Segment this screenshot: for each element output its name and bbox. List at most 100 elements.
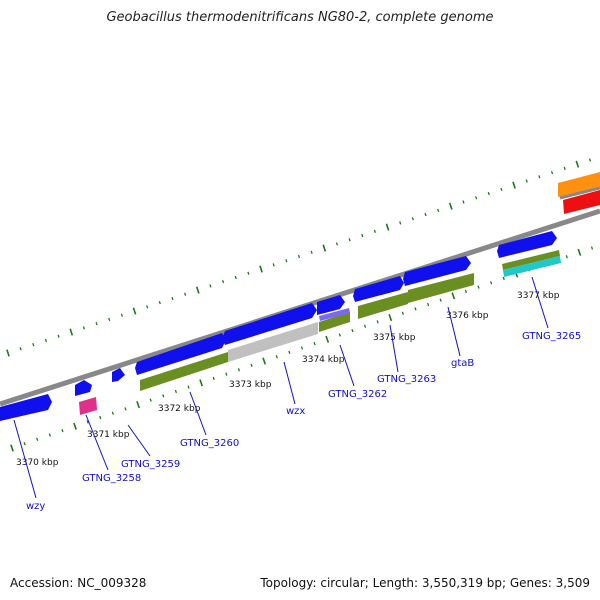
tick-mark: [73, 422, 77, 430]
tick-mark: [439, 298, 442, 302]
tick-mark: [82, 326, 86, 330]
backbone-right-segment: [559, 186, 600, 200]
tick-mark: [247, 271, 250, 275]
lower-tick-ruler: [10, 246, 594, 452]
gene-label-gtaB: gtaB: [451, 358, 474, 369]
tick-mark: [500, 187, 503, 191]
tick-mark: [388, 313, 393, 322]
tick-mark: [149, 398, 152, 402]
cds-strip-cyan: [503, 256, 561, 277]
tick-mark: [451, 292, 456, 300]
tick-mark: [209, 284, 212, 288]
gene-label-GTNG_3260: GTNG_3260: [180, 438, 239, 449]
gene-gtaB[interactable]: [403, 256, 471, 286]
tick-mark: [462, 200, 465, 204]
tick-label-3373: 3373 kbp: [229, 380, 272, 390]
tick-mark: [424, 212, 427, 217]
tick-mark: [195, 286, 200, 294]
gene-GTNG_3262[interactable]: [317, 295, 345, 315]
tick-label-3371: 3371 kbp: [87, 430, 130, 440]
gene-GTNG_3263[interactable]: [353, 276, 404, 302]
cds-strip-4: [408, 273, 474, 303]
tick-mark: [187, 385, 190, 389]
tick-mark: [487, 191, 490, 196]
gene-red[interactable]: [563, 190, 600, 214]
gene-GTNG_3258[interactable]: [79, 397, 97, 415]
tick-mark: [590, 246, 594, 250]
tick-mark: [588, 158, 592, 162]
gene-label-wzy: wzy: [26, 501, 45, 512]
gene-GTNG_3265[interactable]: [497, 231, 557, 258]
tick-mark: [348, 238, 351, 242]
cds-strip-purple: [319, 308, 350, 321]
gene-label-GTNG_3258: GTNG_3258: [82, 473, 141, 484]
tick-mark: [288, 350, 291, 354]
tick-mark: [184, 292, 187, 296]
tick-mark: [32, 342, 35, 347]
tick-label-3376: 3376 kbp: [446, 311, 489, 321]
tick-mark: [262, 357, 267, 365]
upper-tick-ruler: [6, 158, 592, 357]
tick-mark: [313, 342, 316, 346]
tick-mark: [490, 281, 493, 285]
tick-mark: [322, 244, 327, 252]
tick-mark: [86, 420, 89, 424]
tick-mark: [351, 328, 354, 333]
tick-mark: [158, 301, 161, 305]
gene-orange[interactable]: [558, 172, 600, 197]
tick-mark: [338, 333, 341, 337]
tick-mark: [171, 296, 174, 301]
tick-mark: [124, 407, 127, 411]
tick-mark: [199, 379, 204, 387]
tick-mark: [6, 349, 10, 357]
tick-mark: [363, 324, 367, 328]
cds-strip-3: [358, 292, 408, 319]
gene-label-wzx: wzx: [286, 406, 305, 417]
accession-text: Accession: NC_009328: [10, 576, 147, 590]
tick-mark: [111, 411, 114, 415]
gene-small-2[interactable]: [112, 368, 125, 382]
tick-mark: [221, 280, 225, 284]
tick-label-3372: 3372 kbp: [158, 404, 201, 414]
tick-mark: [373, 229, 377, 233]
gene-GTNG_3260[interactable]: [135, 333, 226, 375]
tick-mark: [512, 181, 516, 189]
tick-mark: [563, 166, 566, 171]
tick-label-3374: 3374 kbp: [302, 355, 345, 365]
gene-wzy[interactable]: [0, 394, 52, 421]
tick-mark: [95, 322, 98, 326]
tick-mark: [44, 338, 48, 343]
tick-mark: [272, 263, 275, 267]
tick-mark: [385, 223, 390, 231]
tick-mark: [146, 305, 149, 309]
tick-mark: [437, 208, 440, 212]
cds-strip-2: [319, 312, 350, 332]
gene-wzx[interactable]: [222, 303, 317, 345]
tick-mark: [577, 248, 582, 256]
tick-mark: [19, 347, 22, 351]
tick-mark: [448, 202, 453, 210]
tick-mark: [285, 259, 288, 263]
tick-mark: [36, 437, 39, 441]
tick-mark: [565, 255, 568, 259]
gene-small-1[interactable]: [75, 380, 92, 396]
tick-mark: [477, 285, 480, 289]
tick-mark: [69, 328, 74, 336]
tick-mark: [525, 179, 528, 183]
gene-label-GTNG_3262: GTNG_3262: [328, 389, 387, 400]
tick-mark: [212, 376, 215, 381]
tick-mark: [538, 175, 541, 179]
tick-mark: [23, 442, 26, 446]
tick-mark: [300, 346, 304, 350]
tick-mark: [401, 311, 404, 315]
tick-mark: [275, 355, 278, 359]
tick-mark: [464, 289, 468, 294]
tick-mark: [399, 221, 402, 225]
tick-mark: [10, 444, 14, 452]
tick-mark: [250, 363, 253, 368]
tick-mark: [61, 428, 64, 433]
tick-mark: [310, 250, 313, 254]
cds-strip-1: [140, 352, 228, 391]
tick-mark: [325, 335, 330, 343]
